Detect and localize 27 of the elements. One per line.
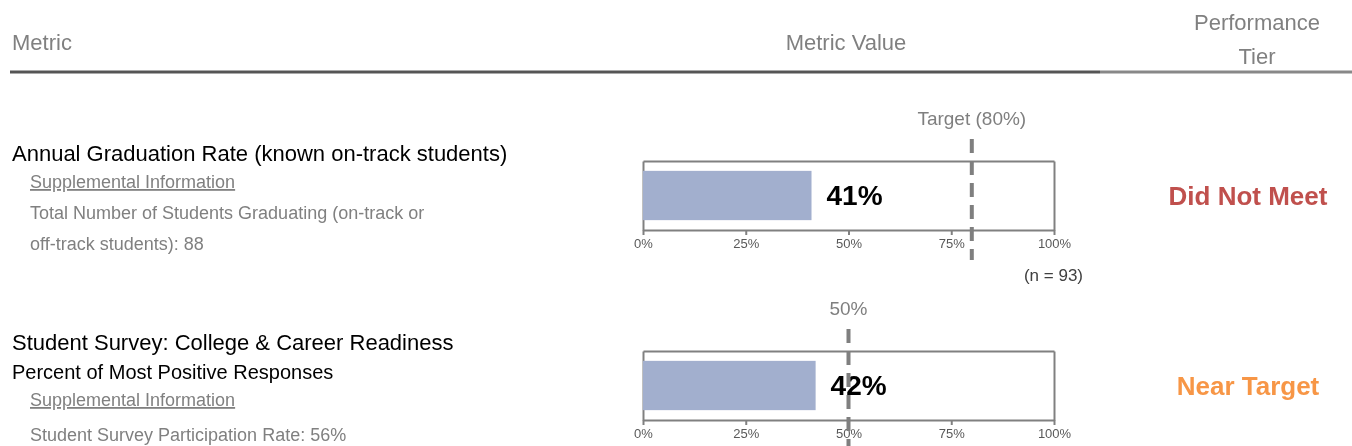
ref-line-label: Target (80%)	[917, 108, 1027, 129]
x-tick-label: 25%	[733, 236, 760, 252]
text: Percent of Most Positive Responses	[12, 361, 334, 383]
text: (n = 93)	[1023, 266, 1083, 285]
data-label: 42%	[830, 370, 887, 402]
text: Performance Tier	[1194, 10, 1320, 69]
text: Student Survey: College & Career Readiness	[12, 330, 454, 355]
text: Annual Graduation Rate (known on-track students)	[12, 141, 508, 166]
x-tick-label: 50%	[835, 426, 863, 442]
x-tick-label: 75%	[938, 236, 966, 252]
text: Metric Value	[785, 30, 907, 55]
text: Supplemental Information	[30, 172, 236, 192]
text: Total Number of Students Graduating (on-track or off-track students): 88	[30, 203, 425, 254]
x-tick-label: 0%	[634, 236, 654, 252]
text: Did Not Meet	[1168, 180, 1328, 211]
x-tick-label: 0%	[634, 426, 654, 442]
x-tick-label: 25%	[733, 426, 760, 442]
text: Near Target	[1176, 370, 1320, 401]
data-label: 41%	[826, 180, 883, 212]
text: Metric	[12, 30, 72, 55]
x-tick-label: 50%	[835, 236, 863, 252]
x-tick-label: 75%	[938, 426, 966, 442]
text: Supplemental Information	[30, 390, 236, 410]
ref-line-label: 50%	[829, 298, 868, 319]
text: Student Survey Participation Rate: 56%	[30, 425, 347, 445]
x-tick-label: 100%	[1037, 426, 1072, 442]
x-tick-label: 100%	[1037, 236, 1072, 252]
